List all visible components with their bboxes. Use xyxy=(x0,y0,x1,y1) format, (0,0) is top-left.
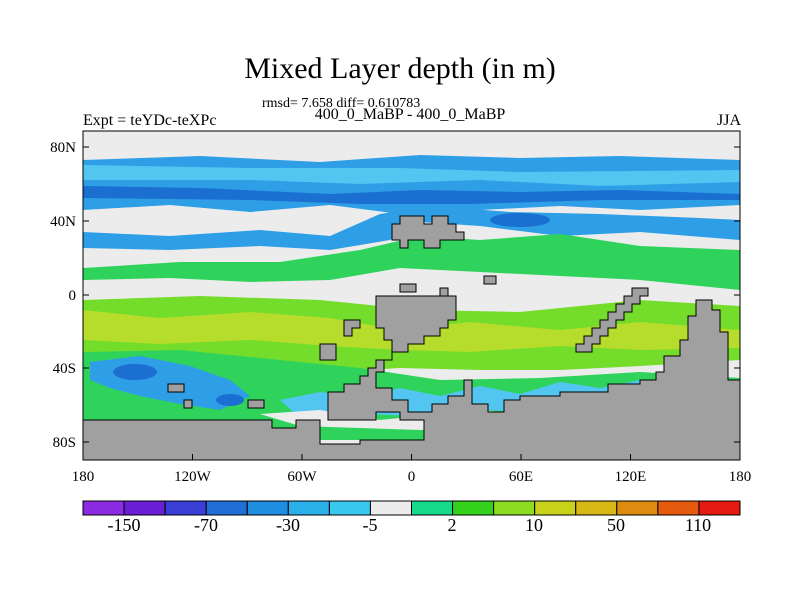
small-island-1 xyxy=(483,275,497,285)
lat-label-40n: 40N xyxy=(50,214,76,230)
colorbar-box xyxy=(246,500,289,516)
south-small-island xyxy=(167,383,185,393)
colorbar-box xyxy=(411,500,454,516)
colorbar-box xyxy=(575,500,618,516)
gondwana-west xyxy=(83,295,740,460)
colorbar-box xyxy=(616,500,659,516)
colorbar-box xyxy=(452,500,495,516)
southern-deep-blue-patch xyxy=(113,364,157,380)
gondwana-east xyxy=(575,287,649,353)
small-island-3 xyxy=(399,283,417,293)
land-masses xyxy=(83,215,740,460)
south-small-island-2 xyxy=(247,399,265,409)
lon-label: 120W xyxy=(174,469,212,485)
experiment-label: Expt = teYDc-teXPc xyxy=(83,112,217,129)
western-island-2 xyxy=(319,343,337,361)
colorbar-box xyxy=(657,500,700,516)
colorbar-box xyxy=(205,500,248,516)
colorbar-box xyxy=(493,500,536,516)
colorbar xyxy=(82,500,741,516)
map-field xyxy=(83,131,740,460)
lat-label-80s: 80S xyxy=(53,435,76,451)
colorbar-label: 2 xyxy=(448,515,457,535)
deep-blue-patch xyxy=(490,213,550,227)
colorbar-box xyxy=(328,500,371,516)
lon-label: 0 xyxy=(408,469,416,485)
map-title: Mixed Layer depth (in m) xyxy=(244,52,556,85)
lon-tick-marks xyxy=(82,454,741,460)
colorbar-label: 50 xyxy=(607,515,625,535)
lon-label: 60E xyxy=(509,469,533,485)
lat-label-80n: 80N xyxy=(50,140,76,156)
western-island xyxy=(343,319,361,337)
colorbar-label: -150 xyxy=(108,515,141,535)
colorbar-box xyxy=(164,500,207,516)
southern-deep-blue-patch-2 xyxy=(216,394,244,406)
north-light-blue-band xyxy=(83,165,740,186)
colorbar-box xyxy=(123,500,166,516)
lon-label: 120E xyxy=(615,469,647,485)
mid-blue-ribbon xyxy=(83,206,740,250)
colorbar-label: 110 xyxy=(685,515,711,535)
south-small-island-3 xyxy=(183,399,193,409)
colorbar-box xyxy=(534,500,577,516)
colorbar-label: -70 xyxy=(194,515,218,535)
lat-label-0: 0 xyxy=(69,288,77,304)
small-island-2 xyxy=(439,287,449,297)
colorbar-labels: -150 -70 -30 -5 2 10 50 110 xyxy=(108,515,712,535)
rmsd-subtitle: rmsd= 7.658 diff= 0.610783 xyxy=(262,96,421,111)
lon-label: 60W xyxy=(287,469,317,485)
season-label: JJA xyxy=(716,112,741,129)
north-green-band xyxy=(83,234,740,290)
lat-label-40s: 40S xyxy=(53,361,76,377)
colorbar-label: -30 xyxy=(276,515,300,535)
colorbar-label: 10 xyxy=(525,515,543,535)
colorbar-box xyxy=(287,500,330,516)
north-deep-blue-band xyxy=(83,186,740,204)
north-continent xyxy=(391,215,465,249)
colorbar-box xyxy=(82,500,125,516)
colorbar-label: -5 xyxy=(363,515,378,535)
lat-tick-marks xyxy=(83,146,740,443)
colorbar-box xyxy=(369,500,413,516)
lon-label: 180 xyxy=(72,469,95,485)
experiment-subtitle: 400_0_MaBP - 400_0_MaBP xyxy=(314,106,506,123)
colorbar-box xyxy=(698,500,741,516)
lon-label: 180 xyxy=(729,469,752,485)
